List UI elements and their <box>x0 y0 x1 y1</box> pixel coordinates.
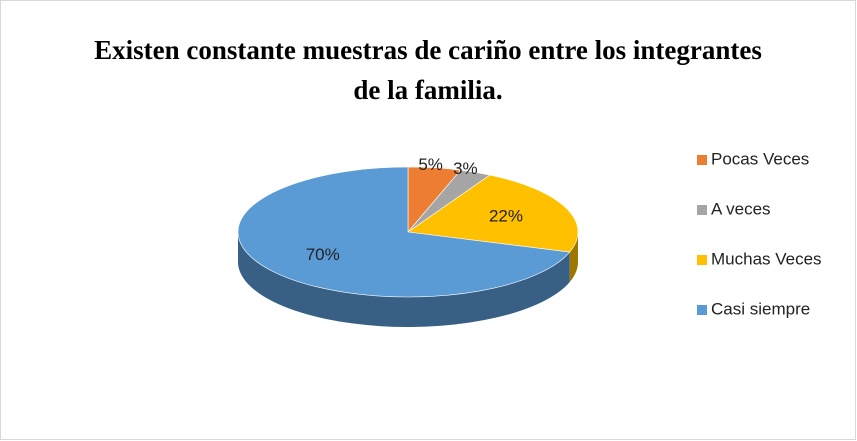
data-label: 70% <box>306 245 340 264</box>
data-label: 22% <box>489 207 523 226</box>
slice-side <box>569 232 578 283</box>
chart-title: Existen constante muestras de cariño ent… <box>94 35 762 105</box>
legend-swatch <box>697 205 707 215</box>
legend-label: A veces <box>711 199 771 218</box>
slice-side <box>238 232 570 328</box>
data-label: 3% <box>453 159 478 178</box>
legend-label: Muchas Veces <box>711 249 822 268</box>
legend-swatch <box>697 305 707 315</box>
legend-swatch <box>697 155 707 165</box>
slice <box>237 166 571 298</box>
legend-label: Casi siempre <box>711 299 810 318</box>
slice <box>407 174 579 253</box>
data-label: 5% <box>418 155 443 174</box>
legend-label: Pocas Veces <box>711 149 809 168</box>
legend-swatch <box>697 255 707 265</box>
